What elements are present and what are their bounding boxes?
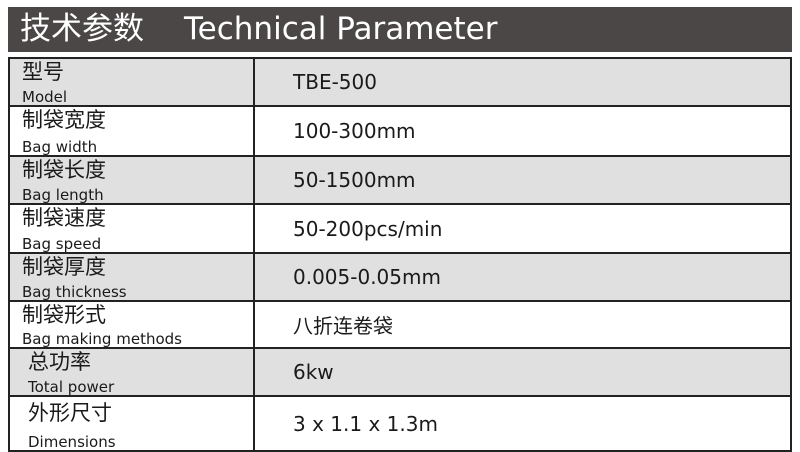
row-label: 制袋长度 Bag length xyxy=(10,157,255,203)
row-label: 型号 Model xyxy=(10,59,255,105)
table-row: 外形尺寸 Dimensions 3 x 1.1 x 1.3m xyxy=(10,397,790,450)
row-value: TBE-500 xyxy=(293,70,377,94)
row-value: 50-200pcs/min xyxy=(293,216,443,241)
section-header: 技术参数 Technical Parameter xyxy=(8,7,792,52)
table-row: 制袋宽度 Bag width 100-300mm xyxy=(10,107,790,157)
label-cn: 制袋宽度 xyxy=(22,108,106,132)
row-value: 0.005-0.05mm xyxy=(293,265,441,289)
parameter-table: 型号 Model TBE-500 制袋宽度 Bag width 100-300mm … xyxy=(8,57,792,452)
label-en: Dimensions xyxy=(28,433,116,451)
label-cn: 制袋厚度 xyxy=(22,255,106,279)
table-row: 制袋长度 Bag length 50-1500mm xyxy=(10,157,790,205)
label-cn: 外形尺寸 xyxy=(28,401,112,425)
row-label: 制袋宽度 Bag width xyxy=(10,107,255,155)
table-row: 总功率 Total power 6kw xyxy=(10,349,790,397)
row-value: 6kw xyxy=(293,360,334,384)
table-row: 型号 Model TBE-500 xyxy=(10,59,790,107)
table-row: 制袋速度 Bag speed 50-200pcs/min xyxy=(10,205,790,254)
row-value: 100-300mm xyxy=(293,119,416,143)
row-label: 外形尺寸 Dimensions xyxy=(10,397,255,450)
label-cn: 制袋速度 xyxy=(22,206,106,230)
header-title-cn: 技术参数 xyxy=(20,11,144,47)
label-cn: 型号 xyxy=(22,60,64,84)
label-en: Bag length xyxy=(22,186,104,204)
row-label: 总功率 Total power xyxy=(10,349,255,395)
label-cn: 总功率 xyxy=(28,350,91,374)
row-label: 制袋厚度 Bag thickness xyxy=(10,254,255,300)
row-label: 制袋形式 Bag making methods xyxy=(10,302,255,347)
table-row: 制袋厚度 Bag thickness 0.005-0.05mm xyxy=(10,254,790,302)
label-en: Bag speed xyxy=(22,235,102,253)
table-row: 制袋形式 Bag making methods 八折连卷袋 xyxy=(10,302,790,349)
label-en: Total power xyxy=(28,378,115,396)
row-value: 50-1500mm xyxy=(293,168,416,192)
label-cn: 制袋长度 xyxy=(22,158,106,182)
header-title-en: Technical Parameter xyxy=(184,11,498,47)
label-en: Bag thickness xyxy=(22,283,127,301)
label-en: Bag width xyxy=(22,138,98,156)
row-value: 3 x 1.1 x 1.3m xyxy=(293,411,438,436)
label-cn: 制袋形式 xyxy=(22,303,106,327)
label-en: Model xyxy=(22,88,68,106)
row-label: 制袋速度 Bag speed xyxy=(10,205,255,252)
row-value: 八折连卷袋 xyxy=(293,314,393,338)
label-en: Bag making methods xyxy=(22,330,182,348)
